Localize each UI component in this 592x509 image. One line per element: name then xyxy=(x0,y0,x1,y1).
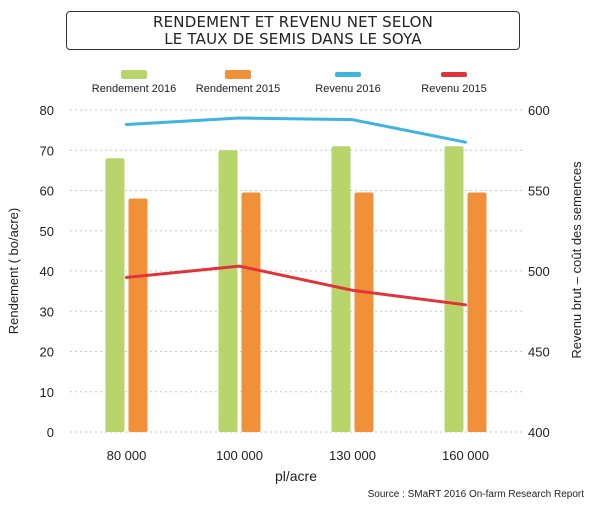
y-right-tick-label: 500 xyxy=(528,264,550,279)
y-left-tick-label: 0 xyxy=(47,425,54,440)
bar-rendement-2016 xyxy=(218,150,238,432)
legend-swatch xyxy=(121,70,147,79)
y-right-tick-label: 400 xyxy=(528,425,550,440)
bar-rendement-2016 xyxy=(444,146,464,432)
legend-label: Rendement 2015 xyxy=(196,83,280,95)
y-left-tick-label: 70 xyxy=(40,143,54,158)
legend-label: Revenu 2016 xyxy=(315,83,380,95)
x-tick-label: 130 000 xyxy=(329,448,376,463)
y-left-tick-label: 10 xyxy=(40,385,54,400)
y-right-tick-label: 600 xyxy=(528,103,550,118)
bar-rendement-2015 xyxy=(467,192,487,432)
chart-title-line-1: RENDEMENT ET REVENU NET SELON xyxy=(152,13,433,31)
y-left-tick-label: 30 xyxy=(40,304,54,319)
x-tick-label: 80 000 xyxy=(107,448,147,463)
y-right-tick-label: 550 xyxy=(528,184,550,199)
legend-label: Rendement 2016 xyxy=(92,83,176,95)
line-revenu-2016 xyxy=(125,116,467,144)
x-tick-label: 100 000 xyxy=(216,448,263,463)
bar-rendement-2015 xyxy=(354,192,374,432)
legend-swatch xyxy=(441,72,467,77)
y-right-axis-title: Revenu brut – coût des semences xyxy=(569,161,584,359)
y-right-tick-label: 450 xyxy=(528,345,550,360)
chart-title: RENDEMENT ET REVENU NET SELON LE TAUX DE… xyxy=(66,11,520,50)
bar-rendement-2015 xyxy=(241,192,261,432)
legend-swatch xyxy=(225,70,251,79)
bar-rendement-2016 xyxy=(105,158,125,433)
source-note: Source : SMaRT 2016 On-farm Research Rep… xyxy=(367,489,584,500)
bar-rendement-2015 xyxy=(128,198,148,432)
legend-swatch xyxy=(335,72,361,77)
x-axis-title: pl/acre xyxy=(275,468,317,484)
y-left-tick-label: 20 xyxy=(40,345,54,360)
y-left-tick-label: 40 xyxy=(40,264,54,279)
y-left-tick-label: 80 xyxy=(40,103,54,118)
legend-label: Revenu 2015 xyxy=(421,83,486,95)
y-left-tick-label: 60 xyxy=(40,184,54,199)
y-left-axis-title: Rendement ( bo/acre) xyxy=(6,208,21,334)
chart-title-line-2: LE TAUX DE SEMIS DANS LE SOYA xyxy=(164,30,422,48)
x-tick-label: 160 000 xyxy=(442,448,489,463)
y-left-tick-label: 50 xyxy=(40,224,54,239)
line-revenu-2015 xyxy=(125,264,467,307)
